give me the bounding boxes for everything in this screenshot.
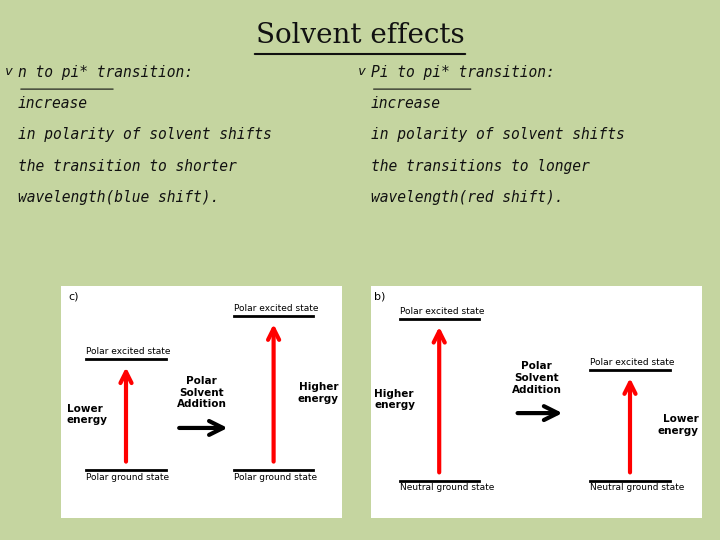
Text: Polar excited state: Polar excited state xyxy=(86,347,171,356)
Text: Neutral ground state: Neutral ground state xyxy=(400,483,494,492)
Text: Polar ground state: Polar ground state xyxy=(86,472,169,482)
Text: Pi to pi* transition:: Pi to pi* transition: xyxy=(371,65,554,80)
Bar xyxy=(61,286,342,518)
Text: Lower
energy: Lower energy xyxy=(657,415,698,436)
Text: increase: increase xyxy=(371,96,441,111)
Text: Higher
energy: Higher energy xyxy=(297,382,338,404)
Text: v: v xyxy=(358,65,366,78)
Text: increase: increase xyxy=(18,96,88,111)
Text: Neutral ground state: Neutral ground state xyxy=(590,483,685,492)
Text: Polar
Solvent
Addition: Polar Solvent Addition xyxy=(511,361,562,395)
Text: b): b) xyxy=(374,292,386,302)
Text: Polar excited state: Polar excited state xyxy=(234,304,318,313)
Text: Higher
energy: Higher energy xyxy=(374,389,415,410)
Text: wavelength(blue shift).: wavelength(blue shift). xyxy=(18,190,220,205)
Text: Lower
energy: Lower energy xyxy=(67,403,108,426)
Text: Solvent effects: Solvent effects xyxy=(256,22,464,49)
Text: v: v xyxy=(5,65,13,78)
Bar xyxy=(371,286,702,518)
Text: n to pi* transition:: n to pi* transition: xyxy=(18,65,193,80)
Text: in polarity of solvent shifts: in polarity of solvent shifts xyxy=(18,127,271,143)
Text: c): c) xyxy=(68,292,79,302)
Text: the transitions to longer: the transitions to longer xyxy=(371,159,590,174)
Text: Polar excited state: Polar excited state xyxy=(590,358,675,367)
Text: Polar ground state: Polar ground state xyxy=(234,472,317,482)
Text: in polarity of solvent shifts: in polarity of solvent shifts xyxy=(371,127,624,143)
Text: the transition to shorter: the transition to shorter xyxy=(18,159,237,174)
Text: Polar excited state: Polar excited state xyxy=(400,307,484,316)
Text: Polar
Solvent
Addition: Polar Solvent Addition xyxy=(176,376,227,409)
Text: wavelength(red shift).: wavelength(red shift). xyxy=(371,190,563,205)
